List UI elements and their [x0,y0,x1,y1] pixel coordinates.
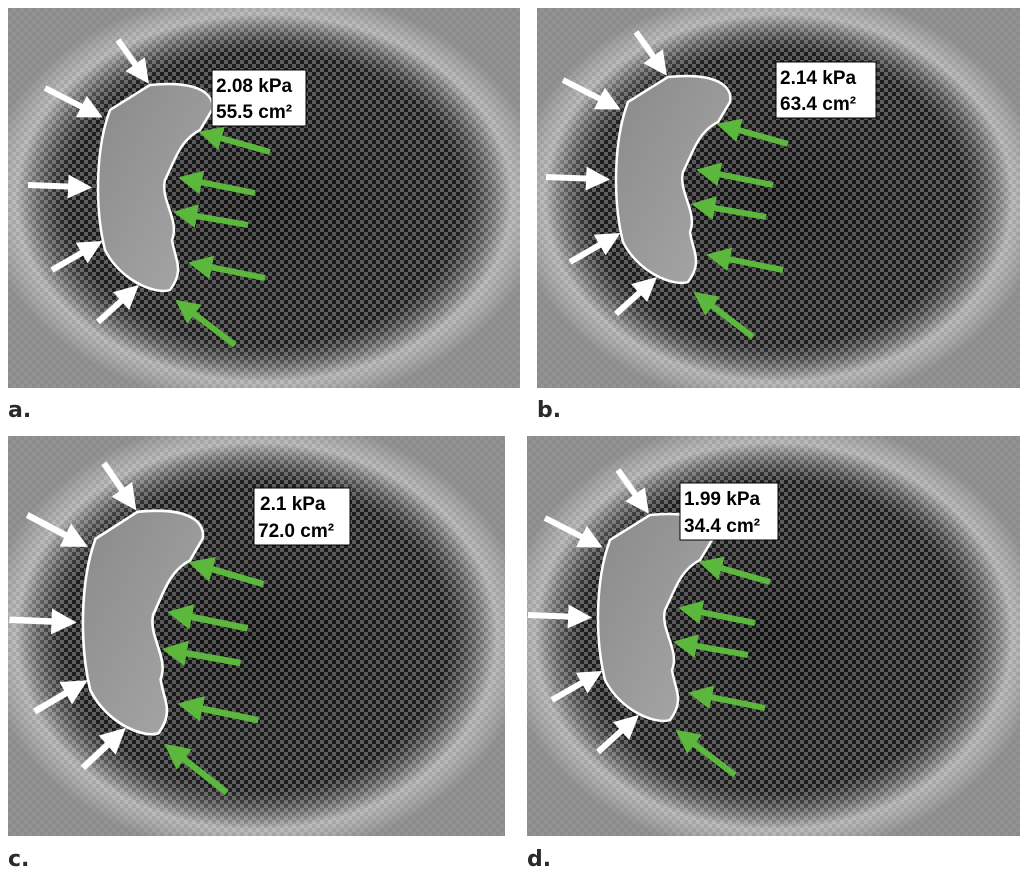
stiffness: 2.14 kPa [780,68,856,89]
area: 55.5 cm² [216,102,292,123]
label-box [775,61,877,119]
stiffness: 2.08 kPa [216,76,292,97]
stiffness: 2.1 kPa [260,494,326,515]
panel-a: 2.08 kPa 55.5 cm² a. [8,8,520,423]
area: 63.4 cm² [780,94,856,115]
stiffness: 1.99 kPa [684,489,760,510]
panel-label: d. [527,847,551,871]
label-box [211,69,307,127]
panel-c: 2.1 kPa 72.0 cm² c. [8,436,505,871]
panel-label: a. [8,398,31,423]
panel-d: 1.99 kPa 34.4 cm² d. [527,436,1020,871]
panel-label: c. [8,847,29,871]
area: 72.0 cm² [258,521,334,542]
panel-label: b. [537,398,561,423]
label-box [679,482,779,541]
panel-b: 2.14 kPa 63.4 cm² b. [537,8,1020,423]
area: 34.4 cm² [684,516,760,537]
label-box [253,487,351,546]
